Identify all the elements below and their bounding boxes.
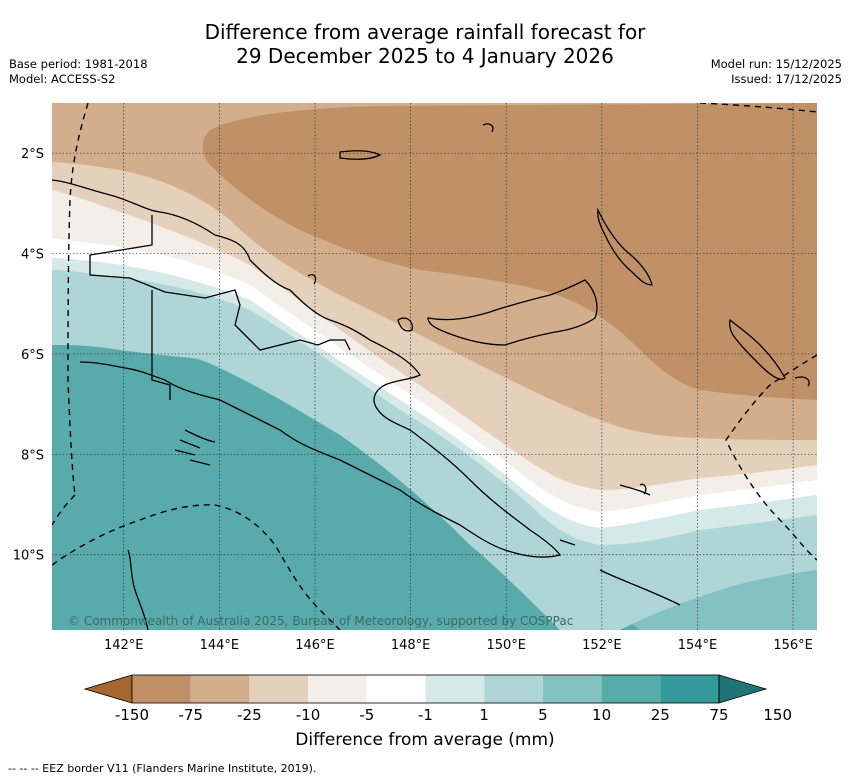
colorbar-swatch — [660, 675, 719, 703]
issued-text: Issued: 17/12/2025 — [731, 72, 842, 86]
eez-north-east — [699, 103, 817, 113]
latitude-tick-label: 4°S — [21, 248, 44, 263]
latitude-tick-label: 10°S — [13, 549, 44, 564]
colorbar-swatch — [542, 675, 602, 703]
colorbar-tick-label: -5 — [359, 706, 374, 724]
colorbar-tick-label: 150 — [763, 706, 792, 724]
colorbar — [83, 674, 768, 704]
chart-title: Difference from average rainfall forecas… — [0, 20, 850, 68]
colorbar-swatch — [249, 675, 309, 703]
eez-west — [67, 103, 89, 496]
colorbar-tick-label: 1 — [479, 706, 489, 724]
colorbar-arrow-max — [718, 674, 768, 704]
eez-south-west-2 — [52, 494, 76, 526]
colorbar-label: Difference from average (mm) — [295, 730, 555, 750]
colorbar-tick-label: -150 — [115, 706, 149, 724]
border-vertical — [151, 290, 171, 400]
meta-right: Model run: 15/12/2025 Issued: 17/12/2025 — [711, 57, 842, 87]
colorbar-tick-label: 75 — [709, 706, 728, 724]
longitude-tick-label: 144°E — [200, 638, 240, 653]
colorbar-swatch — [484, 675, 543, 703]
colorbar-swatch — [308, 675, 367, 703]
map-gridlines — [52, 103, 817, 630]
title-line-2: 29 December 2025 to 4 January 2026 — [236, 44, 614, 68]
colorbar-swatch — [425, 675, 485, 703]
band-dry-strong — [202, 103, 817, 400]
model-text: Model: ACCESS-S2 — [9, 72, 116, 86]
eez-east — [725, 354, 817, 561]
eez-south-west — [52, 504, 341, 630]
colorbar-tick-label: -10 — [296, 706, 321, 724]
new-ireland-island — [597, 207, 653, 286]
longitude-tick-label: 150°E — [486, 638, 526, 653]
meta-left: Base period: 1981-2018 Model: ACCESS-S2 — [9, 57, 148, 87]
colorbar-tick-label: 5 — [538, 706, 548, 724]
longitude-tick-label: 152°E — [582, 638, 622, 653]
colorbar-swatch — [601, 675, 661, 703]
new-britain-island — [427, 279, 598, 346]
colorbar-tick-label: 25 — [651, 706, 670, 724]
latitude-tick-label: 2°S — [21, 147, 44, 162]
bougainville-island — [728, 318, 786, 380]
latitude-tick-label: 6°S — [21, 348, 44, 363]
model-run-text: Model run: 15/12/2025 — [710, 57, 842, 71]
east-islands — [639, 376, 810, 495]
colorbar-tick-label: 10 — [592, 706, 611, 724]
louisiade-islands — [559, 484, 681, 606]
base-period-text: Base period: 1981-2018 — [9, 57, 148, 71]
latitude-labels: 2°S 4°S 6°S 8°S 10°S — [13, 147, 44, 564]
eez-borders — [52, 103, 817, 630]
map-fill-layer — [52, 103, 817, 630]
longitude-labels: 142°E 144°E 146°E 148°E 150°E 152°E 154°E 156°E — [104, 638, 813, 653]
longitude-tick-label: 156°E — [773, 638, 813, 653]
longitude-tick-label: 148°E — [391, 638, 431, 653]
colorbar-tick-label: -1 — [418, 706, 433, 724]
colorbar-tick-label: -75 — [178, 706, 203, 724]
colorbar-swatch — [132, 675, 191, 703]
title-line-1: Difference from average rainfall forecas… — [204, 20, 646, 44]
eez-footnote: -- -- -- EEZ border V11 (Flanders Marine… — [8, 762, 317, 775]
south-coast-islands — [174, 429, 216, 466]
longitude-tick-label: 146°E — [295, 638, 335, 653]
coastlines — [52, 123, 810, 630]
copyright-text: © Commonwealth of Australia 2025, Bureau… — [68, 614, 573, 628]
band-wet-light-west — [52, 290, 240, 360]
international-border — [89, 215, 351, 351]
colorbar-arrow-min — [83, 674, 133, 704]
latitude-tick-label: 8°S — [21, 448, 44, 463]
manus-island — [339, 150, 382, 160]
colorbar-tick-labels: -150 -75 -25 -10 -5 -1 1 5 10 25 75 150 — [115, 706, 792, 724]
longitude-tick-label: 154°E — [678, 638, 718, 653]
colorbar-swatch — [366, 675, 426, 703]
new-guinea-north-coast — [52, 179, 421, 431]
longitude-tick-label: 142°E — [104, 638, 144, 653]
new-guinea-south-coast — [79, 361, 562, 558]
colorbar-frame — [131, 674, 720, 704]
colorbar-swatch — [190, 675, 250, 703]
colorbar-tick-label: -25 — [237, 706, 262, 724]
north-islands — [307, 123, 494, 332]
cape-york-coast — [127, 549, 149, 630]
